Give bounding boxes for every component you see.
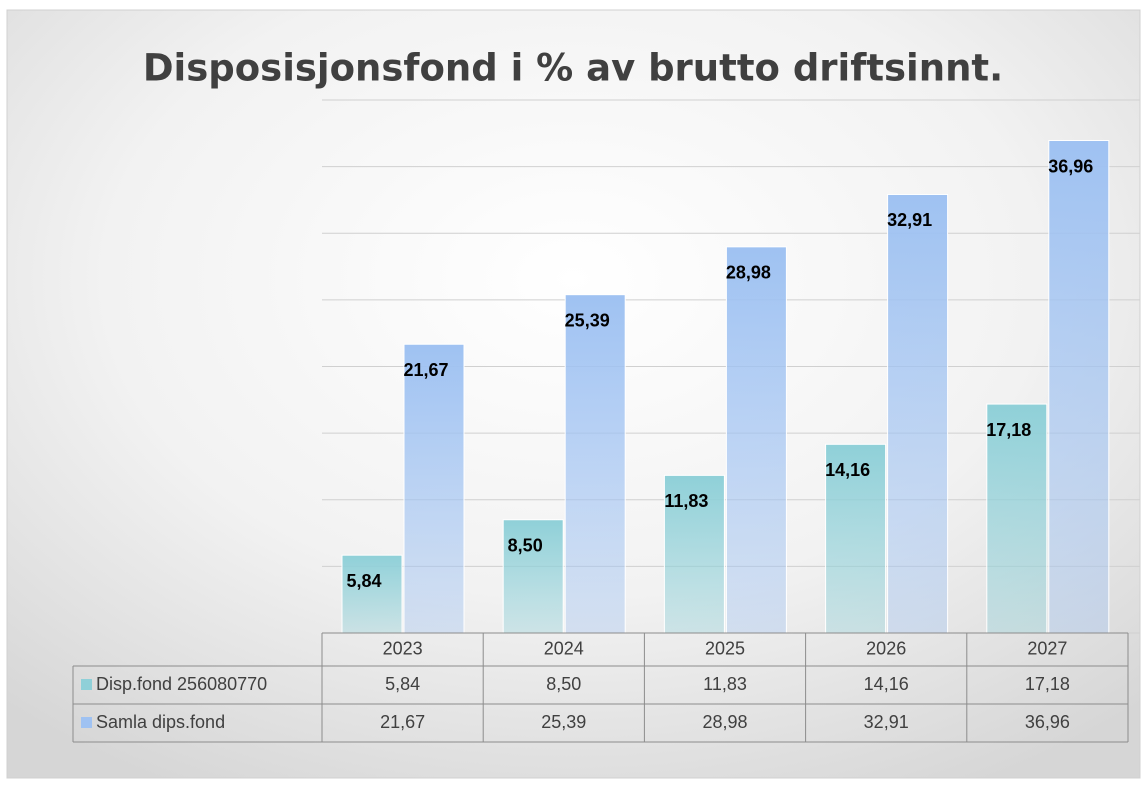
- table-value: 11,83: [703, 674, 747, 694]
- value-label: 28,98: [726, 263, 771, 283]
- x-tick-label: 2025: [705, 638, 745, 658]
- bar: [725, 246, 787, 634]
- value-label: 36,96: [1048, 156, 1093, 176]
- x-tick-label: 2027: [1027, 638, 1067, 658]
- legend-key: [81, 717, 92, 728]
- table-value: 28,98: [702, 712, 747, 732]
- legend-key: [81, 679, 92, 690]
- bar: [341, 554, 403, 634]
- legend-label: Samla dips.fond: [96, 712, 225, 732]
- x-tick-label: 2026: [866, 638, 906, 658]
- value-label: 25,39: [565, 310, 610, 330]
- table-value: 21,67: [380, 712, 425, 732]
- value-label: 11,83: [664, 491, 708, 511]
- table-value: 36,96: [1025, 712, 1070, 732]
- value-label: 32,91: [887, 210, 932, 230]
- value-label: 5,84: [346, 571, 381, 591]
- x-tick-label: 2024: [544, 638, 584, 658]
- table-value: 17,18: [1025, 674, 1070, 694]
- table-value: 5,84: [385, 674, 420, 694]
- value-label: 17,18: [986, 420, 1031, 440]
- legend-label: Disp.fond 256080770: [96, 674, 267, 694]
- bar: [887, 193, 949, 634]
- bar: [564, 294, 626, 634]
- table-value: 32,91: [864, 712, 909, 732]
- bar: [403, 343, 465, 634]
- table-value: 25,39: [541, 712, 586, 732]
- value-label: 8,50: [508, 535, 543, 555]
- table-value: 8,50: [546, 674, 581, 694]
- chart-title: Disposisjonsfond i % av brutto driftsinn…: [143, 47, 1003, 90]
- bar: [1048, 140, 1110, 634]
- table-value: 14,16: [864, 674, 909, 694]
- value-label: 21,67: [403, 360, 448, 380]
- value-label: 14,16: [825, 460, 870, 480]
- x-tick-label: 2023: [383, 638, 423, 658]
